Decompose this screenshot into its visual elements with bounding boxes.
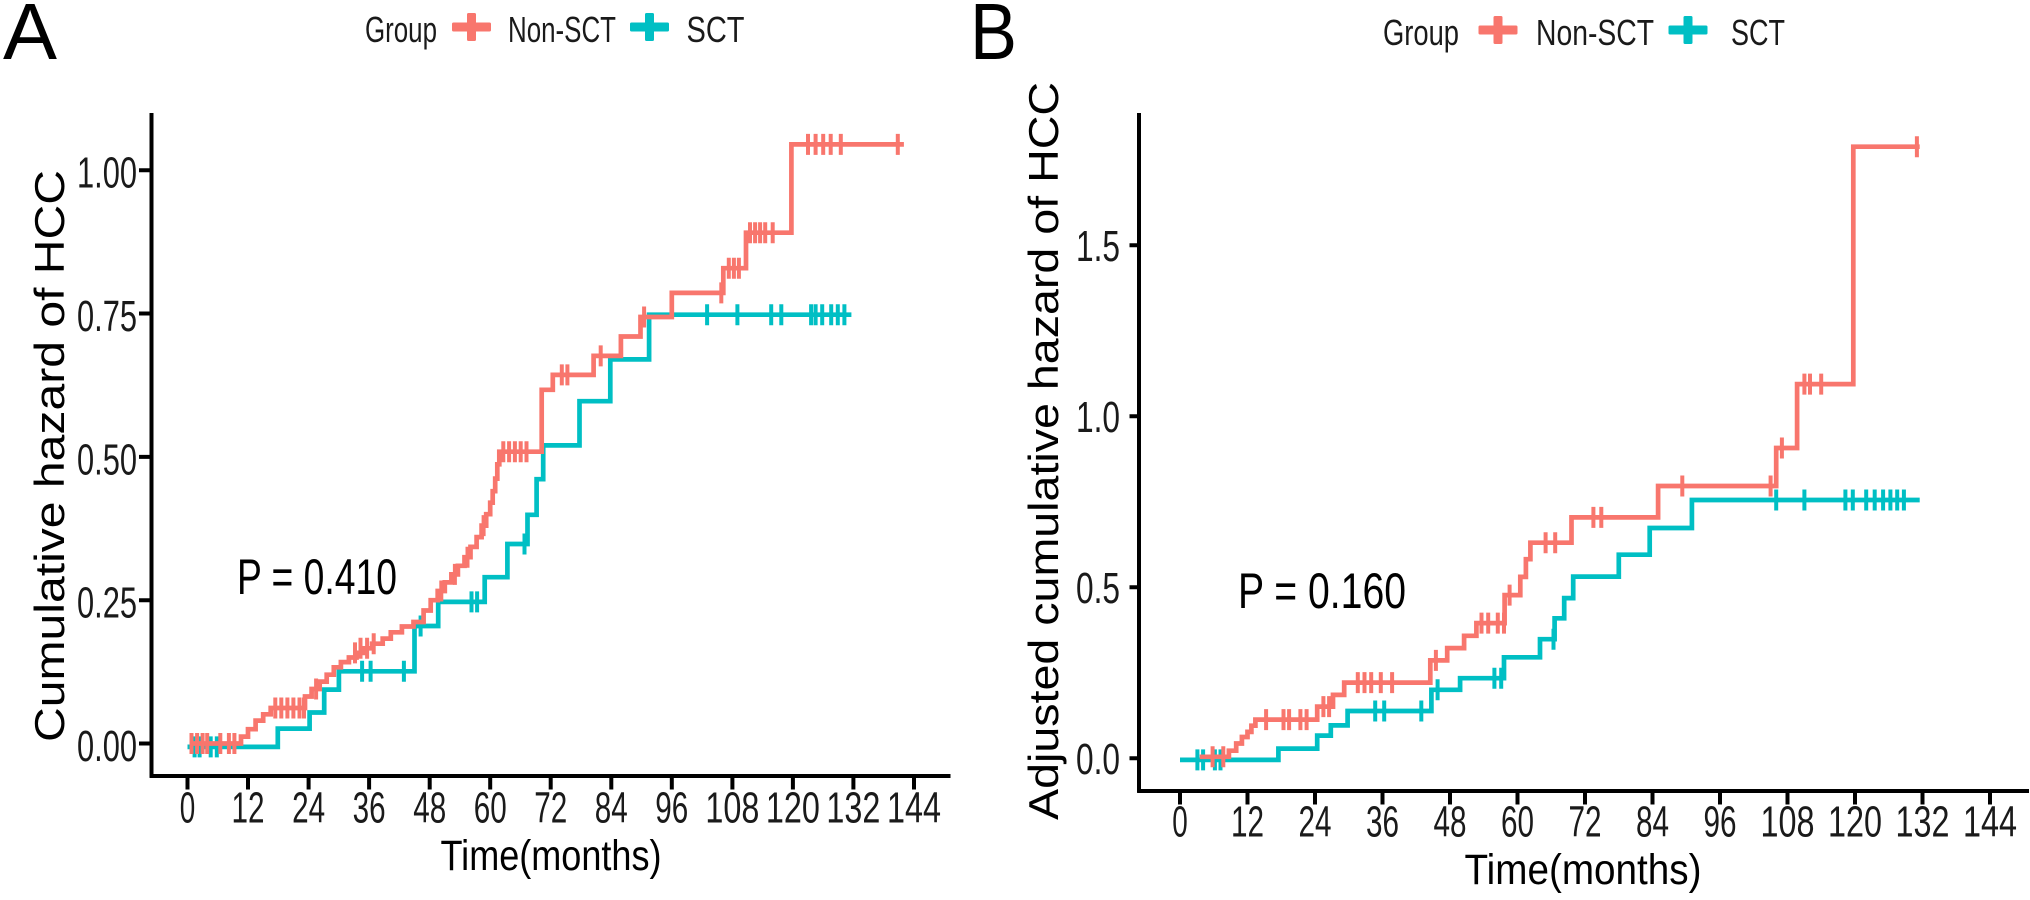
svg-text:1.5: 1.5 — [1076, 222, 1120, 271]
svg-text:Adjusted cumulative hazard of: Adjusted cumulative hazard of HCC — [1020, 82, 1067, 820]
svg-text:48: 48 — [413, 784, 446, 833]
svg-text:0.25: 0.25 — [77, 579, 137, 628]
svg-text:0: 0 — [180, 784, 196, 833]
svg-text:1.00: 1.00 — [77, 149, 137, 198]
svg-text:132: 132 — [826, 784, 880, 833]
svg-text:60: 60 — [1501, 798, 1534, 847]
svg-text:24: 24 — [292, 784, 325, 833]
svg-text:B: B — [970, 0, 1017, 76]
svg-text:12: 12 — [232, 784, 265, 833]
svg-text:SCT: SCT — [687, 9, 745, 50]
svg-text:144: 144 — [1963, 798, 2017, 847]
svg-text:A: A — [3, 0, 58, 76]
svg-text:0.0: 0.0 — [1076, 735, 1120, 784]
svg-text:96: 96 — [1704, 798, 1737, 847]
svg-text:84: 84 — [595, 784, 628, 833]
svg-text:60: 60 — [474, 784, 507, 833]
svg-text:48: 48 — [1434, 798, 1467, 847]
svg-text:Non-SCT: Non-SCT — [1536, 12, 1654, 53]
svg-text:0.5: 0.5 — [1076, 564, 1120, 613]
svg-text:24: 24 — [1299, 798, 1332, 847]
svg-text:0: 0 — [1172, 798, 1188, 847]
svg-text:1.0: 1.0 — [1076, 393, 1120, 442]
svg-text:0.75: 0.75 — [77, 292, 137, 341]
svg-text:72: 72 — [534, 784, 567, 833]
svg-text:0.00: 0.00 — [77, 722, 137, 771]
svg-text:144: 144 — [887, 784, 941, 833]
svg-text:P = 0.410: P = 0.410 — [237, 549, 397, 605]
svg-text:Group: Group — [1383, 12, 1459, 53]
svg-text:Non-SCT: Non-SCT — [508, 9, 616, 50]
svg-text:36: 36 — [353, 784, 386, 833]
svg-text:108: 108 — [705, 784, 759, 833]
svg-text:84: 84 — [1636, 798, 1669, 847]
svg-text:Group: Group — [365, 9, 437, 50]
svg-text:120: 120 — [1828, 798, 1882, 847]
svg-text:132: 132 — [1896, 798, 1950, 847]
svg-text:Time(months): Time(months) — [1465, 846, 1702, 894]
svg-text:Cumulative hazard of HCC: Cumulative hazard of HCC — [26, 170, 73, 742]
svg-text:120: 120 — [766, 784, 820, 833]
svg-text:P = 0.160: P = 0.160 — [1238, 563, 1406, 619]
svg-text:96: 96 — [655, 784, 688, 833]
svg-text:36: 36 — [1366, 798, 1399, 847]
svg-text:Time(months): Time(months) — [441, 832, 662, 880]
svg-text:72: 72 — [1569, 798, 1602, 847]
svg-text:SCT: SCT — [1731, 12, 1785, 53]
svg-text:0.50: 0.50 — [77, 435, 137, 484]
svg-text:108: 108 — [1761, 798, 1815, 847]
svg-text:12: 12 — [1231, 798, 1264, 847]
